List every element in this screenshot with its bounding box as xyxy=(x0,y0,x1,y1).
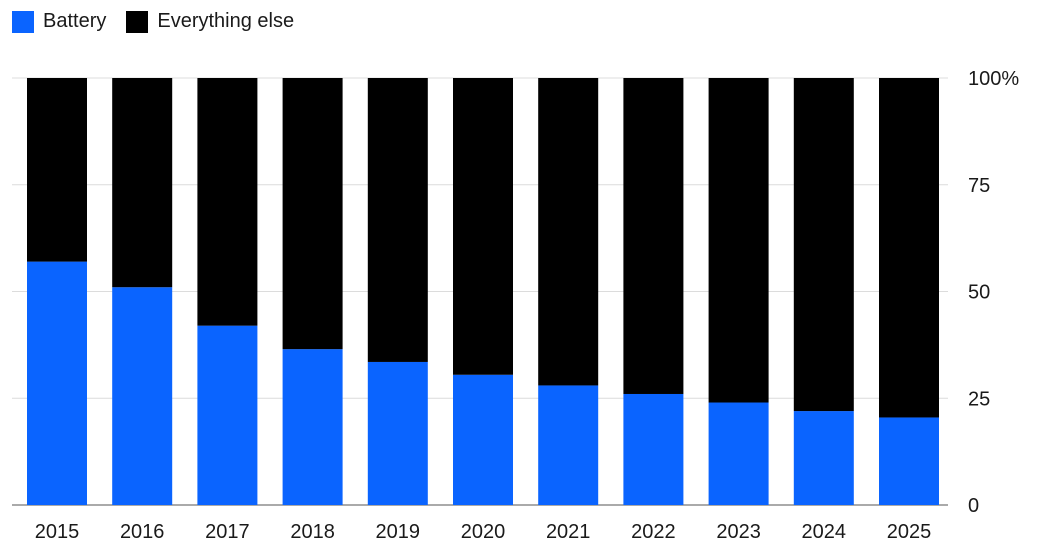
bar-everything-else-2020 xyxy=(453,78,513,375)
bar-battery-2025 xyxy=(879,417,939,505)
x-tick-label: 2020 xyxy=(461,521,506,543)
y-tick-label: 100% xyxy=(968,68,1019,90)
bar-everything-else-2019 xyxy=(367,78,428,362)
bar-battery-2024 xyxy=(793,411,854,505)
x-tick-label: 2021 xyxy=(546,521,591,543)
bar-battery-2023 xyxy=(708,402,769,505)
x-tick-label: 2024 xyxy=(802,521,847,543)
x-tick-label: 2019 xyxy=(376,521,421,543)
bar-everything-else-2015 xyxy=(27,78,87,262)
bar-battery-2019 xyxy=(367,361,428,505)
bar-everything-else-2023 xyxy=(708,78,769,403)
legend-label-everything-else: Everything else xyxy=(157,10,295,32)
bar-everything-else-2016 xyxy=(112,78,173,288)
y-tick-label: 25 xyxy=(968,388,990,410)
x-tick-label: 2023 xyxy=(716,521,761,543)
bar-everything-else-2021 xyxy=(538,78,599,386)
y-tick-label: 0 xyxy=(968,495,979,517)
bar-everything-else-2025 xyxy=(879,78,939,418)
bar-battery-2018 xyxy=(282,349,343,505)
bar-everything-else-2017 xyxy=(197,78,258,326)
x-tick-label: 2025 xyxy=(887,521,932,543)
legend-swatch-everything-else xyxy=(126,10,149,33)
x-tick-label: 2022 xyxy=(631,521,676,543)
x-tick-label: 2018 xyxy=(290,521,335,543)
bar-everything-else-2024 xyxy=(793,78,854,412)
x-tick-label: 2017 xyxy=(205,521,250,543)
bar-battery-2017 xyxy=(197,325,258,505)
y-tick-label: 50 xyxy=(968,282,990,304)
x-tick-label: 2016 xyxy=(120,521,165,543)
bar-everything-else-2022 xyxy=(623,78,684,394)
bar-everything-else-2018 xyxy=(282,78,343,350)
legend-item-battery: Battery xyxy=(12,10,106,33)
legend-item-everything-else: Everything else xyxy=(126,10,294,33)
bar-battery-2015 xyxy=(27,261,87,505)
legend-swatch-battery xyxy=(12,10,34,33)
bar-battery-2022 xyxy=(623,393,684,505)
bar-battery-2020 xyxy=(453,374,513,505)
legend-label-battery: Battery xyxy=(43,10,107,32)
x-tick-label: 2015 xyxy=(35,521,80,543)
bar-battery-2016 xyxy=(112,287,173,505)
legend: Battery Everything else xyxy=(12,10,294,33)
y-tick-label: 75 xyxy=(968,175,990,197)
bar-battery-2021 xyxy=(538,385,599,505)
